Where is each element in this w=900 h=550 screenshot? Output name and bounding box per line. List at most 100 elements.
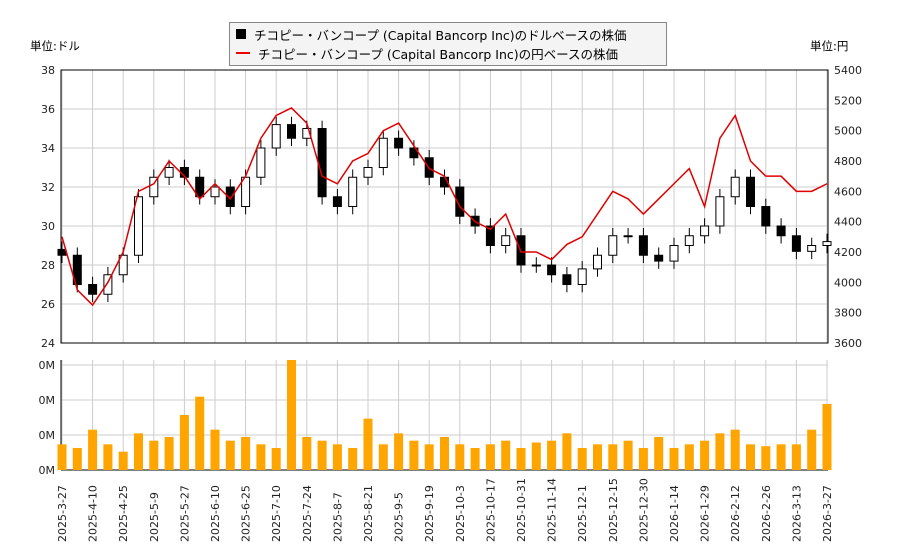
left-tick-label: 38 xyxy=(41,64,55,77)
volume-bar xyxy=(684,444,694,470)
left-unit-label: 単位:ドル xyxy=(30,39,80,53)
x-tick-label: 2025-6-10 xyxy=(209,485,222,542)
candle-body xyxy=(501,235,511,246)
candle-body xyxy=(608,235,618,256)
candle-body xyxy=(164,167,174,178)
candle-body xyxy=(134,196,143,256)
candle-body xyxy=(669,245,679,262)
volume-bar xyxy=(776,444,786,470)
volume-bar xyxy=(501,440,511,470)
x-tick-label: 2025-5-9 xyxy=(148,492,161,542)
legend-item-usd: チコピー・バンコープ (Capital Bancorp Inc)のドルベースの株… xyxy=(236,25,627,43)
volume-bar xyxy=(179,415,189,470)
x-tick-label: 2026-3-13 xyxy=(790,485,803,542)
volume-bar xyxy=(730,429,740,470)
volume-bar xyxy=(348,448,358,470)
candle-body xyxy=(271,124,281,149)
candle-body xyxy=(332,196,342,207)
volume-tick-label: 0M xyxy=(39,464,56,477)
left-tick-label: 26 xyxy=(41,298,55,311)
candle-body xyxy=(317,128,327,198)
volume-bar xyxy=(485,444,495,470)
volume-bar xyxy=(470,448,480,470)
volume-bar xyxy=(317,440,327,470)
candle-body xyxy=(730,176,740,198)
volume-bar xyxy=(745,444,756,470)
volume-bar xyxy=(332,444,342,470)
candle-body xyxy=(577,268,587,285)
volume-bar xyxy=(700,440,710,470)
x-tick-label: 2026-2-26 xyxy=(760,485,773,542)
candle-body xyxy=(394,137,404,149)
volume-bar xyxy=(378,444,388,470)
volume-bar xyxy=(791,444,801,470)
candle-body xyxy=(531,264,541,267)
x-tick-label: 2025-5-27 xyxy=(178,485,191,542)
right-tick-label: 4400 xyxy=(834,216,862,229)
candle-body xyxy=(378,137,388,168)
volume-bar xyxy=(210,429,220,470)
candle-body xyxy=(225,186,235,207)
volume-bar xyxy=(271,448,281,470)
candle-body xyxy=(684,235,694,246)
volume-bar xyxy=(133,433,144,470)
volume-bar xyxy=(715,433,725,470)
legend-label-usd: チコピー・バンコープ (Capital Bancorp Inc)のドルベースの株… xyxy=(254,27,627,43)
candle-body xyxy=(761,206,771,227)
legend-label-jpy: チコピー・バンコープ (Capital Bancorp Inc)の円ベースの株価 xyxy=(258,46,618,62)
candle-body xyxy=(547,264,557,276)
volume-bar xyxy=(72,448,82,470)
x-tick-label: 2025-6-25 xyxy=(240,485,253,542)
candle-body xyxy=(149,176,159,198)
candle-body xyxy=(195,176,205,198)
candle-body xyxy=(103,274,113,295)
candle-body xyxy=(302,128,312,139)
left-tick-label: 36 xyxy=(41,103,55,116)
volume-bar xyxy=(241,437,251,470)
candle-body xyxy=(807,245,817,252)
volume-bar xyxy=(88,429,98,470)
x-tick-label: 2025-9-5 xyxy=(393,492,406,542)
volume-bar xyxy=(516,448,526,470)
candle-body xyxy=(700,225,710,237)
candle-body xyxy=(348,176,358,207)
candle-body xyxy=(715,196,725,227)
volume-bar xyxy=(608,444,618,470)
x-tick-label: 2025-4-10 xyxy=(87,485,100,542)
candle-body xyxy=(256,147,266,178)
legend: チコピー・バンコープ (Capital Bancorp Inc)のドルベースの株… xyxy=(229,22,667,66)
candle-body xyxy=(746,176,755,207)
right-tick-label: 4600 xyxy=(834,185,862,198)
left-tick-label: 24 xyxy=(41,337,55,350)
legend-item-jpy: チコピー・バンコープ (Capital Bancorp Inc)の円ベースの株価 xyxy=(236,44,618,62)
volume-bar xyxy=(149,440,159,470)
x-tick-label: 2025-12-30 xyxy=(637,478,650,542)
volume-bar xyxy=(669,448,679,470)
volume-bar xyxy=(547,440,557,470)
candle-body xyxy=(57,248,67,256)
x-tick-label: 2025-10-17 xyxy=(484,478,497,542)
volume-bar xyxy=(761,446,771,470)
x-tick-label: 2026-2-12 xyxy=(729,485,742,542)
volume-bar xyxy=(363,418,373,470)
x-tick-label: 2025-7-24 xyxy=(301,485,314,542)
right-tick-label: 5000 xyxy=(834,125,862,138)
left-tick-label: 34 xyxy=(41,142,55,155)
right-tick-label: 5200 xyxy=(834,94,862,107)
x-tick-label: 2025-10-31 xyxy=(515,478,528,542)
volume-bar xyxy=(439,437,450,470)
volume-bar xyxy=(225,440,235,470)
volume-bar xyxy=(256,444,266,470)
right-tick-label: 3600 xyxy=(834,337,862,350)
left-tick-label: 32 xyxy=(41,181,55,194)
left-tick-label: 28 xyxy=(41,259,55,272)
volume-bar xyxy=(103,444,113,470)
candle-body xyxy=(776,225,786,237)
legend-swatch-black xyxy=(236,29,246,39)
volume-tick-label: 0M xyxy=(39,359,56,372)
volume-bar xyxy=(57,444,67,470)
yen-price-line xyxy=(61,107,828,307)
x-tick-label: 2025-12-1 xyxy=(576,485,589,542)
x-tick-label: 2025-9-19 xyxy=(423,485,436,542)
